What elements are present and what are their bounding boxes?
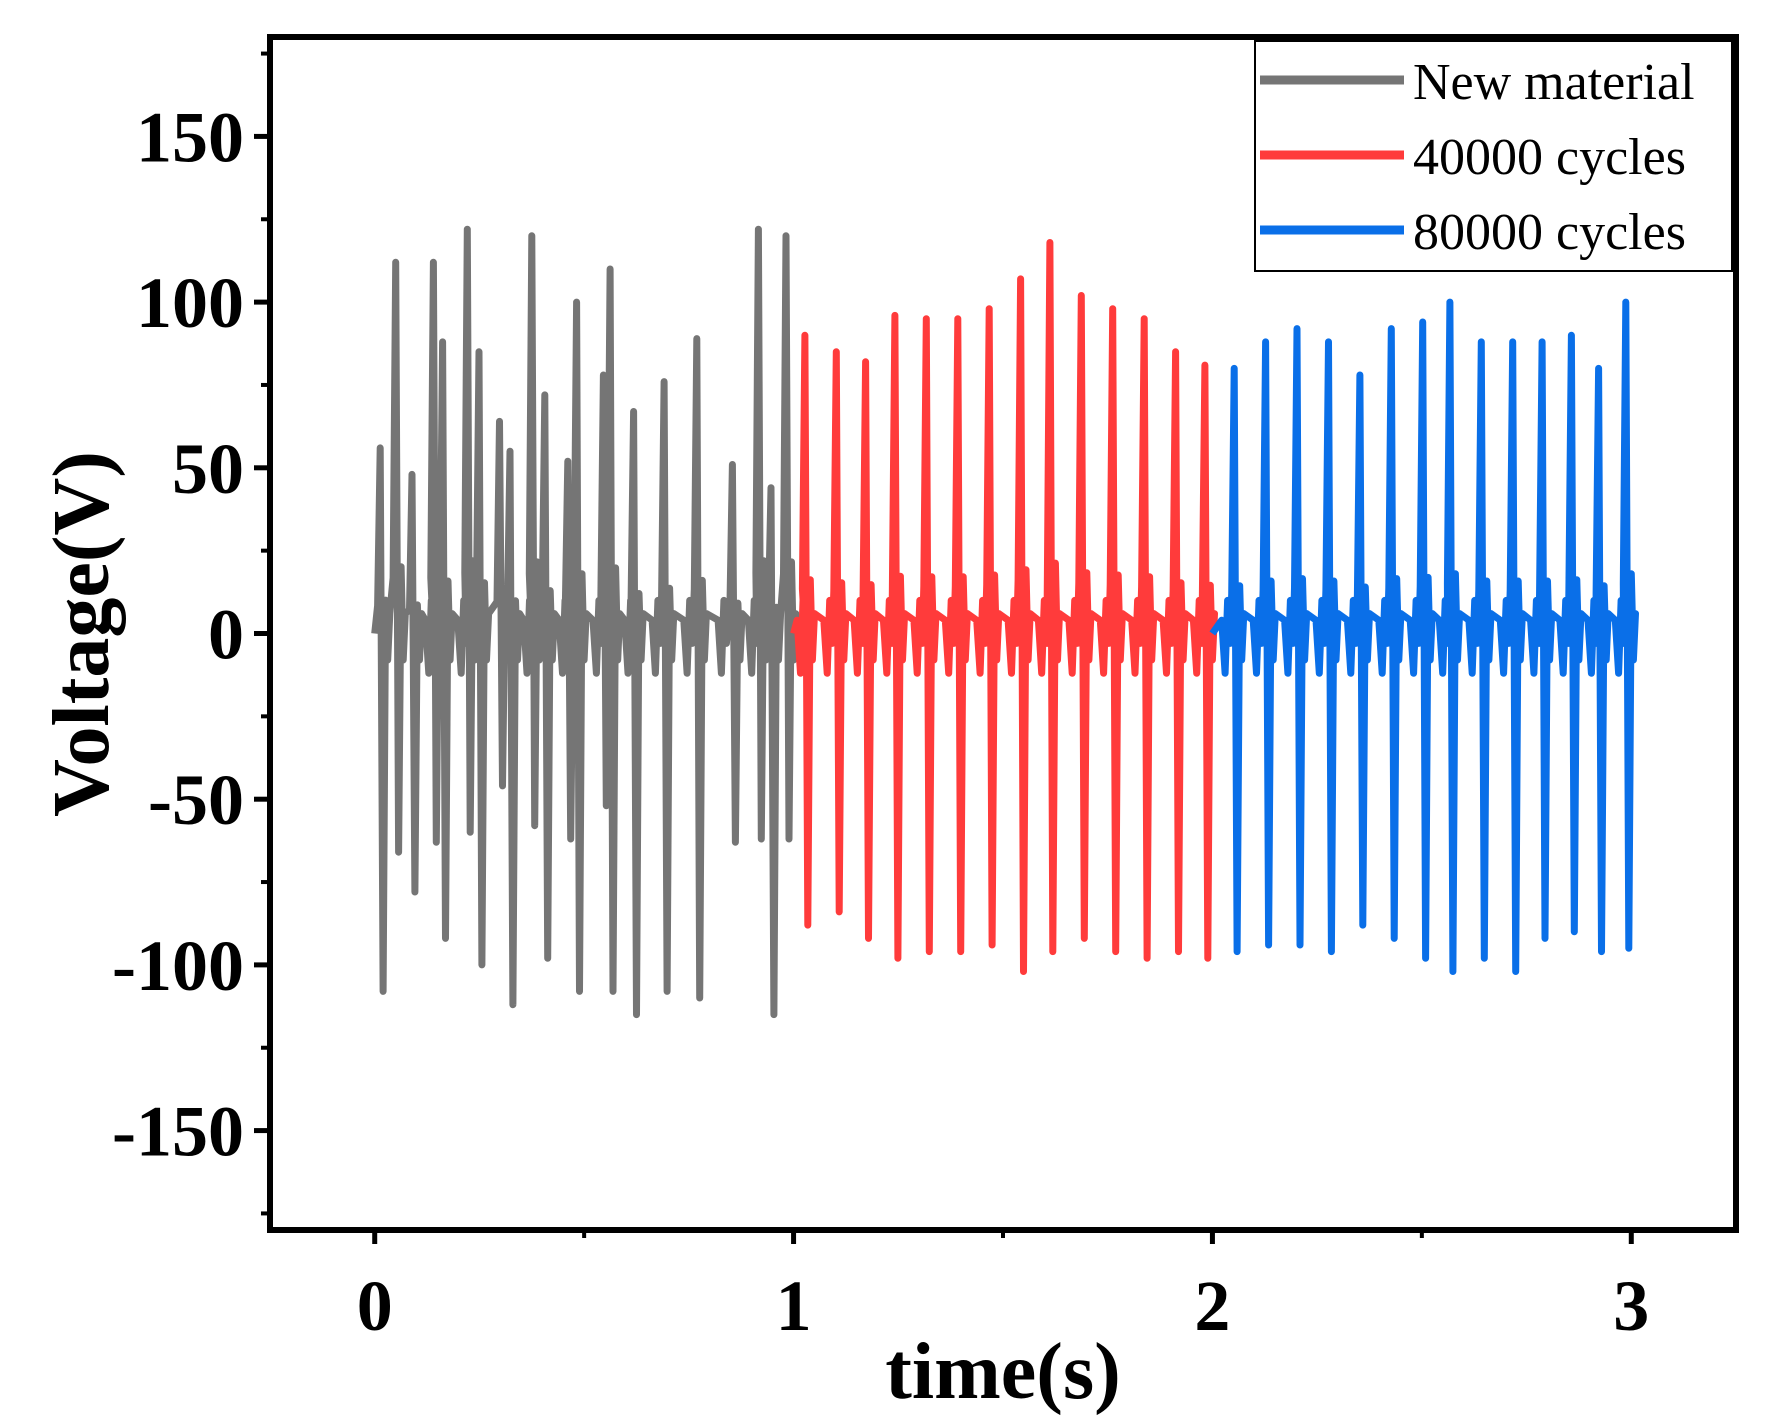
- y-tick-label: 100: [136, 263, 244, 343]
- y-axis: -150 -100 -50 0 50 100 150: [112, 51, 270, 1216]
- series-line-2: [1209, 298, 1639, 975]
- y-tick-label: -50: [148, 760, 244, 840]
- x-tick-label: 0: [357, 1266, 393, 1346]
- legend-label-80000-cycles: 80000 cycles: [1413, 204, 1686, 261]
- x-axis-title: time(s): [885, 1328, 1120, 1416]
- y-tick-label: -100: [112, 926, 244, 1006]
- series-line-1: [790, 239, 1218, 975]
- legend: New material 40000 cycles 80000 cycles: [1254, 40, 1733, 272]
- y-tick-label: 50: [172, 429, 244, 509]
- legend-label-new-material: New material: [1413, 54, 1695, 111]
- y-tick-label: -150: [112, 1092, 244, 1172]
- x-tick-label: 3: [1613, 1266, 1649, 1346]
- series-line-0: [371, 225, 800, 1019]
- y-tick-label: 0: [208, 595, 244, 675]
- x-tick-label: 2: [1194, 1266, 1230, 1346]
- plot-area: 0 1 2 3 -150 -100 -50 0 50 100 150: [112, 34, 1739, 1346]
- x-tick-label: 1: [776, 1266, 812, 1346]
- legend-label-40000-cycles: 40000 cycles: [1413, 129, 1686, 186]
- y-tick-label: 150: [136, 97, 244, 177]
- y-axis-title: Voltage(V): [38, 451, 126, 817]
- x-axis: 0 1 2 3: [357, 1230, 1649, 1346]
- series-layer: [371, 225, 1639, 1019]
